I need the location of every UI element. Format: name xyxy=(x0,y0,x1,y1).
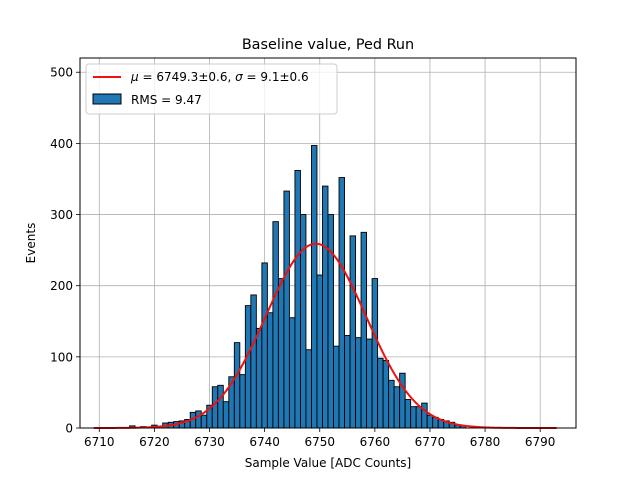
histogram-bar xyxy=(272,221,279,429)
legend-hist-label: RMS = 9.47 xyxy=(131,93,202,107)
histogram-bar xyxy=(211,386,219,429)
gaussian-fit-curve xyxy=(93,242,557,429)
legend-sigma-symbol: σ xyxy=(235,70,243,84)
histogram-bar xyxy=(244,305,252,429)
y-tick-label: 400 xyxy=(50,137,73,151)
histogram-bar xyxy=(233,342,241,429)
x-tick-label: 6730 xyxy=(194,435,225,449)
legend-fit-label: μ = 6749.3±0.6, σ = 9.1±0.6 xyxy=(130,70,309,84)
histogram-bar xyxy=(200,414,208,429)
histogram-bar xyxy=(217,384,224,429)
y-tick-label: 0 xyxy=(65,422,73,436)
histogram-bar xyxy=(261,262,268,429)
histogram-bar xyxy=(421,402,428,429)
histogram-bar xyxy=(399,372,406,429)
histogram-bar xyxy=(250,294,257,429)
x-tick-label: 6740 xyxy=(249,435,280,449)
x-tick-label: 6780 xyxy=(470,435,501,449)
legend-hist-swatch xyxy=(92,93,122,105)
histogram-bar xyxy=(349,235,357,429)
histogram-bar xyxy=(360,231,368,429)
histogram-bar xyxy=(366,338,373,429)
histogram-bar xyxy=(222,401,230,429)
histogram-bar xyxy=(299,214,307,429)
histogram-bar xyxy=(294,169,301,429)
histogram-bar xyxy=(288,317,296,429)
histogram-bar xyxy=(415,406,423,429)
histogram-bar xyxy=(311,145,318,429)
x-tick-label: 6790 xyxy=(525,435,556,449)
histogram-bar xyxy=(388,379,395,429)
histogram-bar xyxy=(371,278,379,429)
y-axis-ticks: 0 100 200 300 400 500 xyxy=(50,66,80,436)
histogram-bar xyxy=(404,399,412,429)
histogram-bar xyxy=(327,214,334,429)
x-tick-label: 6750 xyxy=(304,435,335,449)
legend-mu-value: = 6749.3±0.6, xyxy=(139,70,235,84)
y-tick-label: 300 xyxy=(50,208,73,222)
histogram-bar xyxy=(316,274,323,429)
y-tick-label: 100 xyxy=(50,350,73,364)
y-axis-label: Events xyxy=(24,223,38,264)
histogram-bar xyxy=(266,312,274,429)
histogram-bar xyxy=(382,359,390,429)
histogram-bar xyxy=(322,185,329,429)
chart-title: Baseline value, Ped Run xyxy=(242,37,414,53)
histogram-bar xyxy=(410,406,417,429)
histogram-bar xyxy=(277,278,285,429)
histogram-bar xyxy=(333,345,340,429)
legend-sigma-value: = 9.1±0.6 xyxy=(243,70,309,84)
x-axis-ticks: 6710 6720 6730 6740 6750 6760 6770 6780 6790 xyxy=(84,428,555,449)
legend: μ = 6749.3±0.6, σ = 9.1±0.6 RMS = 9.47 xyxy=(85,63,338,115)
histogram-bar xyxy=(426,414,434,429)
histogram-bar xyxy=(377,357,384,429)
histogram-bar xyxy=(255,327,263,429)
histogram-bar xyxy=(355,337,362,429)
histogram-bar xyxy=(283,190,290,429)
histogram-bar xyxy=(393,386,401,429)
x-tick-label: 6770 xyxy=(415,435,446,449)
x-tick-label: 6710 xyxy=(84,435,115,449)
histogram-bar xyxy=(338,177,345,429)
plot-frame xyxy=(79,57,577,429)
legend-mu-symbol: μ xyxy=(130,70,139,84)
histogram-bar xyxy=(305,349,312,429)
x-tick-label: 6720 xyxy=(139,435,170,449)
histogram-bar xyxy=(344,335,351,429)
x-tick-label: 6760 xyxy=(360,435,391,449)
legend-box xyxy=(85,63,338,115)
y-tick-label: 500 xyxy=(50,66,73,80)
x-axis-label: Sample Value [ADC Counts] xyxy=(245,456,411,470)
y-tick-label: 200 xyxy=(50,279,73,293)
histogram-bar xyxy=(195,410,202,429)
histogram-bar xyxy=(239,374,246,429)
